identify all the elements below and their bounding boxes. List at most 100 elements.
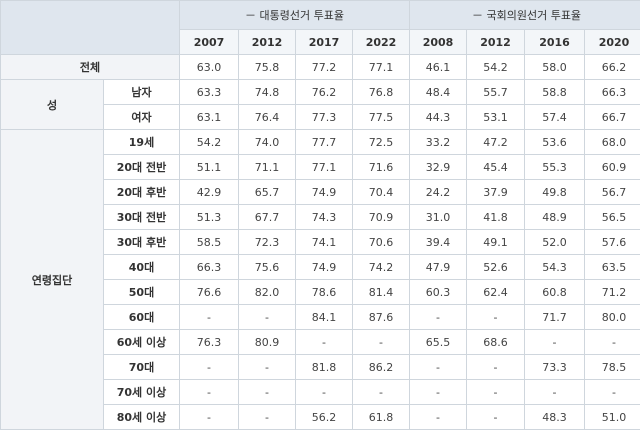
value-cell: 45.4 bbox=[466, 154, 526, 180]
value-cell: - bbox=[295, 329, 353, 355]
group-header-national-assembly: － 국회의원선거 투표율 bbox=[409, 0, 640, 30]
table-row: 20대 전반 51.1 71.1 77.1 71.6 32.9 45.4 55.3 60.9 bbox=[1, 154, 640, 180]
row-subcategory: 70대 bbox=[103, 354, 180, 380]
table-row: 성 남자 63.3 74.8 76.2 76.8 48.4 55.7 58.8 66.3 bbox=[0, 79, 640, 130]
year-header: 2020 bbox=[584, 29, 640, 55]
row-subcategory: 60대 bbox=[103, 304, 180, 330]
value-cell: - bbox=[179, 354, 239, 380]
value-cell: 71.1 bbox=[238, 154, 296, 180]
value-cell: 76.8 bbox=[351, 79, 411, 105]
value-cell: - bbox=[409, 379, 468, 405]
value-cell: 78.5 bbox=[584, 354, 640, 380]
value-cell: - bbox=[351, 379, 411, 405]
value-cell: 58.8 bbox=[524, 79, 586, 105]
value-cell: - bbox=[351, 329, 411, 355]
row-category: 전체 bbox=[0, 54, 180, 80]
value-cell: - bbox=[584, 379, 640, 405]
row-subcategory: 30대 전반 bbox=[103, 204, 180, 230]
value-cell: 80.0 bbox=[584, 304, 640, 330]
value-cell: 84.1 bbox=[295, 304, 353, 330]
value-cell: 74.9 bbox=[295, 179, 353, 205]
value-cell: 73.3 bbox=[524, 354, 586, 380]
value-cell: 74.2 bbox=[351, 254, 411, 280]
value-cell: 57.4 bbox=[524, 104, 586, 130]
value-cell: 54.2 bbox=[466, 54, 526, 80]
value-cell: 51.0 bbox=[584, 404, 640, 430]
value-cell: 74.0 bbox=[238, 129, 296, 155]
table-row: 20대 후반 42.9 65.7 74.9 70.4 24.2 37.9 49.8 56.7 bbox=[1, 179, 640, 205]
value-cell: 41.8 bbox=[466, 204, 526, 230]
value-cell: 63.0 bbox=[179, 54, 239, 80]
row-subcategory: 19세 bbox=[103, 129, 180, 155]
value-cell: 86.2 bbox=[351, 354, 411, 380]
value-cell: 61.8 bbox=[351, 404, 411, 430]
row-subcategory: 70세 이상 bbox=[103, 379, 180, 405]
value-cell: 70.9 bbox=[351, 204, 411, 230]
value-cell: 77.7 bbox=[295, 129, 353, 155]
value-cell: 31.0 bbox=[409, 204, 468, 230]
value-cell: 60.9 bbox=[584, 154, 640, 180]
table-row: 30대 전반 51.3 67.7 74.3 70.9 31.0 41.8 48.9 56.5 bbox=[1, 204, 640, 230]
row-subcategory: 20대 후반 bbox=[103, 179, 180, 205]
table-row: 전체 63.0 75.8 77.2 77.1 46.1 54.2 58.0 66.2 bbox=[0, 54, 640, 80]
header-corner bbox=[0, 0, 180, 55]
value-cell: - bbox=[238, 354, 296, 380]
value-cell: 67.7 bbox=[238, 204, 296, 230]
value-cell: 54.3 bbox=[524, 254, 586, 280]
value-cell: - bbox=[179, 379, 239, 405]
value-cell: 60.8 bbox=[524, 279, 586, 305]
year-header: 2012 bbox=[238, 29, 296, 55]
value-cell: 75.8 bbox=[238, 54, 296, 80]
value-cell: 68.6 bbox=[466, 329, 526, 355]
value-cell: 76.4 bbox=[238, 104, 296, 130]
value-cell: 51.1 bbox=[179, 154, 239, 180]
value-cell: 39.4 bbox=[409, 229, 468, 255]
value-cell: 56.7 bbox=[584, 179, 640, 205]
value-cell: 56.2 bbox=[295, 404, 353, 430]
value-cell: - bbox=[466, 304, 526, 330]
value-cell: 72.5 bbox=[351, 129, 411, 155]
row-subcategory: 30대 후반 bbox=[103, 229, 180, 255]
value-cell: - bbox=[524, 329, 586, 355]
value-cell: - bbox=[466, 379, 526, 405]
value-cell: 77.5 bbox=[351, 104, 411, 130]
value-cell: 80.9 bbox=[238, 329, 296, 355]
value-cell: - bbox=[409, 354, 468, 380]
value-cell: - bbox=[179, 404, 239, 430]
value-cell: 78.6 bbox=[295, 279, 353, 305]
value-cell: - bbox=[238, 404, 296, 430]
value-cell: 58.0 bbox=[524, 54, 586, 80]
value-cell: 71.6 bbox=[351, 154, 411, 180]
value-cell: 54.2 bbox=[179, 129, 239, 155]
value-cell: 66.2 bbox=[584, 54, 640, 80]
year-header: 2012 bbox=[466, 29, 526, 55]
value-cell: 70.6 bbox=[351, 229, 411, 255]
value-cell: 56.5 bbox=[584, 204, 640, 230]
value-cell: - bbox=[238, 304, 296, 330]
value-cell: 66.3 bbox=[179, 254, 239, 280]
table-row: 40대 66.3 75.6 74.9 74.2 47.9 52.6 54.3 63.5 bbox=[1, 254, 640, 280]
table-row: 70대 - -81.8 86.2- -73.3 78.5 bbox=[1, 354, 640, 380]
value-cell: 70.4 bbox=[351, 179, 411, 205]
table-row: 30대 후반 58.5 72.3 74.1 70.6 39.4 49.1 52.0 57.6 bbox=[1, 229, 640, 255]
value-cell: - bbox=[295, 379, 353, 405]
value-cell: 72.3 bbox=[238, 229, 296, 255]
row-subcategory: 20대 전반 bbox=[103, 154, 180, 180]
value-cell: 60.3 bbox=[409, 279, 468, 305]
value-cell: 55.7 bbox=[466, 79, 526, 105]
value-cell: 74.9 bbox=[295, 254, 353, 280]
value-cell: 53.6 bbox=[524, 129, 586, 155]
value-cell: 81.8 bbox=[295, 354, 353, 380]
value-cell: 32.9 bbox=[409, 154, 468, 180]
value-cell: 74.3 bbox=[295, 204, 353, 230]
year-header: 2022 bbox=[351, 29, 411, 55]
value-cell: 24.2 bbox=[409, 179, 468, 205]
value-cell: - bbox=[409, 404, 468, 430]
value-cell: 65.5 bbox=[409, 329, 468, 355]
value-cell: 53.1 bbox=[466, 104, 526, 130]
value-cell: 68.0 bbox=[584, 129, 640, 155]
value-cell: - bbox=[179, 304, 239, 330]
table-row: 80세 이상 - -56.2 61.8- -48.3 51.0 bbox=[1, 404, 640, 430]
year-header: 2017 bbox=[295, 29, 353, 55]
year-header: 2016 bbox=[524, 29, 586, 55]
